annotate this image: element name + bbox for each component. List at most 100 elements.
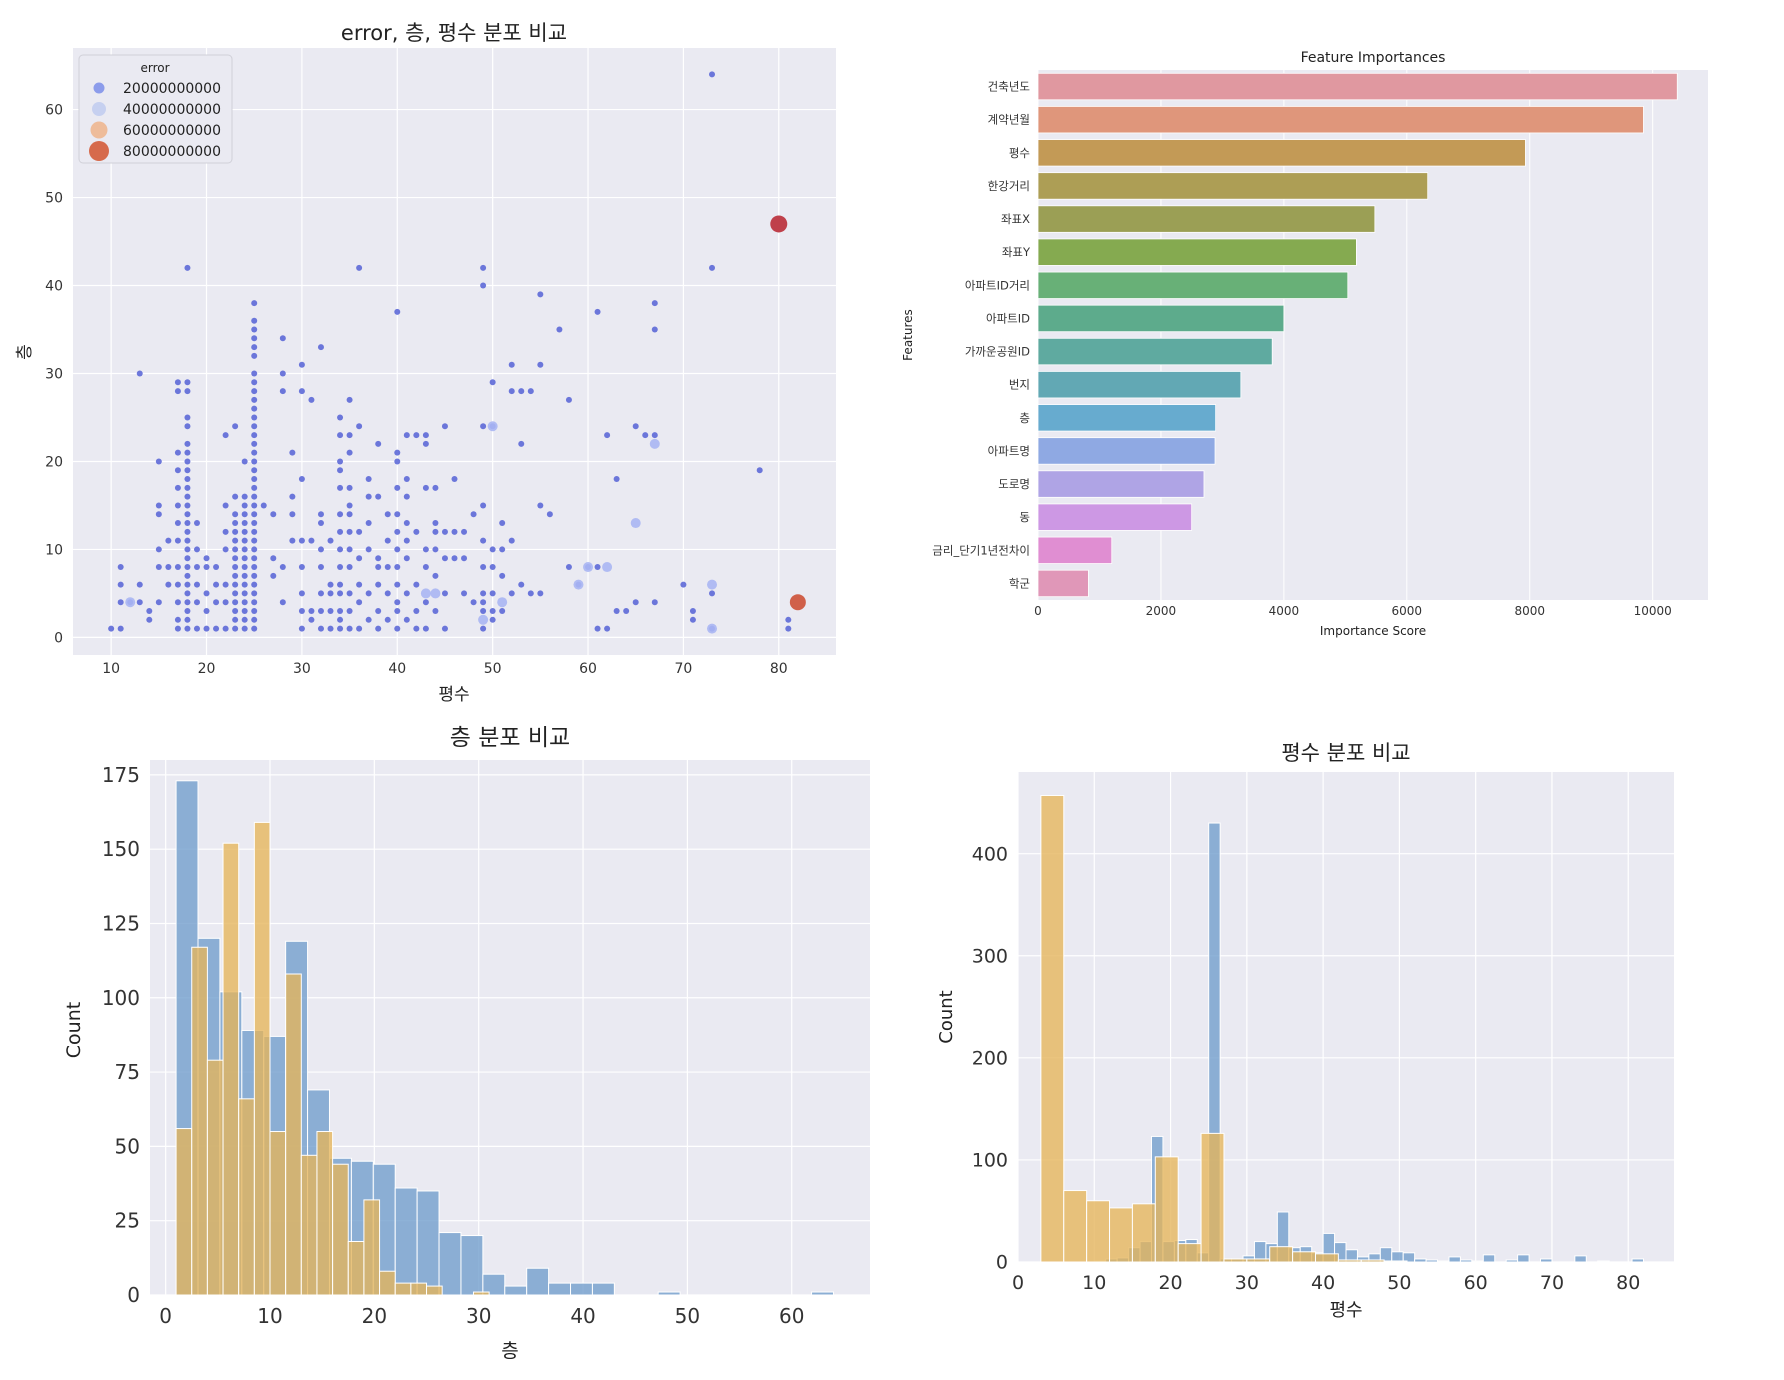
scatter-point [232,493,239,500]
y-tick-label: 75 [115,1060,140,1084]
scatter-point [308,616,315,623]
y-tick-label: 50 [45,191,63,207]
scatter-point [518,440,525,447]
scatter-point [394,546,401,553]
y-tick-label: 125 [102,911,140,935]
scatter-point [117,564,124,571]
scatter-point [337,564,344,571]
scatter-point [251,423,258,430]
scatter-point [441,528,448,535]
scatter-point [279,388,286,395]
y-tick-label: 175 [102,763,140,787]
hist-bar-orange [332,1163,349,1296]
scatter-point [174,520,181,527]
feature-label: 도로명 [998,477,1030,491]
scatter-point [327,590,334,597]
scatter-point [193,520,200,527]
scatter-point [480,608,487,615]
importance-bar [1037,503,1193,531]
scatter-point [193,581,200,588]
hist-bar-blue [1574,1255,1587,1263]
scatter-point [489,616,496,623]
hist-bar-orange [410,1282,428,1296]
scatter-point [480,590,487,597]
x-tick-label: 70 [674,661,692,677]
scatter-point [298,608,305,615]
scatter-point [174,581,181,588]
scatter-point [489,379,496,386]
feature-label: 좌표X [1001,212,1030,226]
scatter-point [480,423,487,430]
hist-bar-orange [1383,1260,1408,1263]
hist-bar-blue [548,1282,572,1296]
scatter-point [403,476,410,483]
y-tick-label: 0 [127,1283,140,1307]
scatter-point [346,546,353,553]
scatter-point [251,467,258,474]
x-tick-label: 50 [484,661,502,677]
scatter-point [441,555,448,562]
legend-title: error [140,61,169,75]
scatter-point [394,484,401,491]
scatter-point [604,625,611,632]
area-hist-plot-area [1018,772,1674,1262]
scatter-point [174,537,181,544]
hist-bar-orange [347,1241,365,1296]
scatter-point [384,590,391,597]
scatter-point [527,388,534,395]
scatter-point [232,564,239,571]
scatter-point [394,599,401,606]
scatter-point [251,590,258,597]
scatter-point [174,388,181,395]
scatter-point [251,476,258,483]
importance-ylabel: Features [901,309,915,361]
scatter-point [184,581,191,588]
legend-label-4: 80000000000 [123,144,221,160]
scatter-gridlines [73,48,836,655]
scatter-point [594,308,601,315]
x-tick-label: 80 [770,661,788,677]
y-tick-label: 30 [45,366,63,382]
scatter-point [556,326,563,333]
scatter-point [480,599,487,606]
x-tick-label: 50 [675,1304,700,1328]
floor-hist-tick-labels: 0 10 20 30 40 50 60 0 25 50 75 100 125 150 175 [102,763,805,1328]
scatter-point [184,493,191,500]
x-tick-label: 80 [1616,1272,1640,1294]
importance-bar [1037,404,1217,432]
hist-bar-blue [1391,1251,1404,1263]
scatter-point [241,493,248,500]
scatter-point [413,528,420,535]
scatter-point [546,511,553,518]
scatter-point [241,564,248,571]
y-tick-label: 60 [45,103,63,119]
hist-bar-blue [1505,1259,1519,1263]
scatter-point [251,608,258,615]
scatter-point [270,511,277,518]
scatter-point [651,599,658,606]
scatter-point [241,520,248,527]
scatter-point [222,528,229,535]
y-tick-label: 40 [45,279,63,295]
hist-bar-blue [1414,1258,1427,1263]
scatter-point [251,493,258,500]
scatter-point [403,555,410,562]
scatter-point [346,396,353,403]
hist-bar-orange [316,1131,334,1296]
scatter-point [251,484,258,491]
scatter-point [222,546,229,553]
scatter-point [251,625,258,632]
scatter-point [565,564,572,571]
scatter-point [117,625,124,632]
scatter-point [184,608,191,615]
scatter-point [193,546,200,553]
scatter-point [251,581,258,588]
scatter-point [518,581,525,588]
scatter-point [327,537,334,544]
scatter-point [289,493,296,500]
scatter-point [184,440,191,447]
scatter-point [565,396,572,403]
scatter-point [422,432,429,439]
x-tick-label: 30 [466,1304,491,1328]
